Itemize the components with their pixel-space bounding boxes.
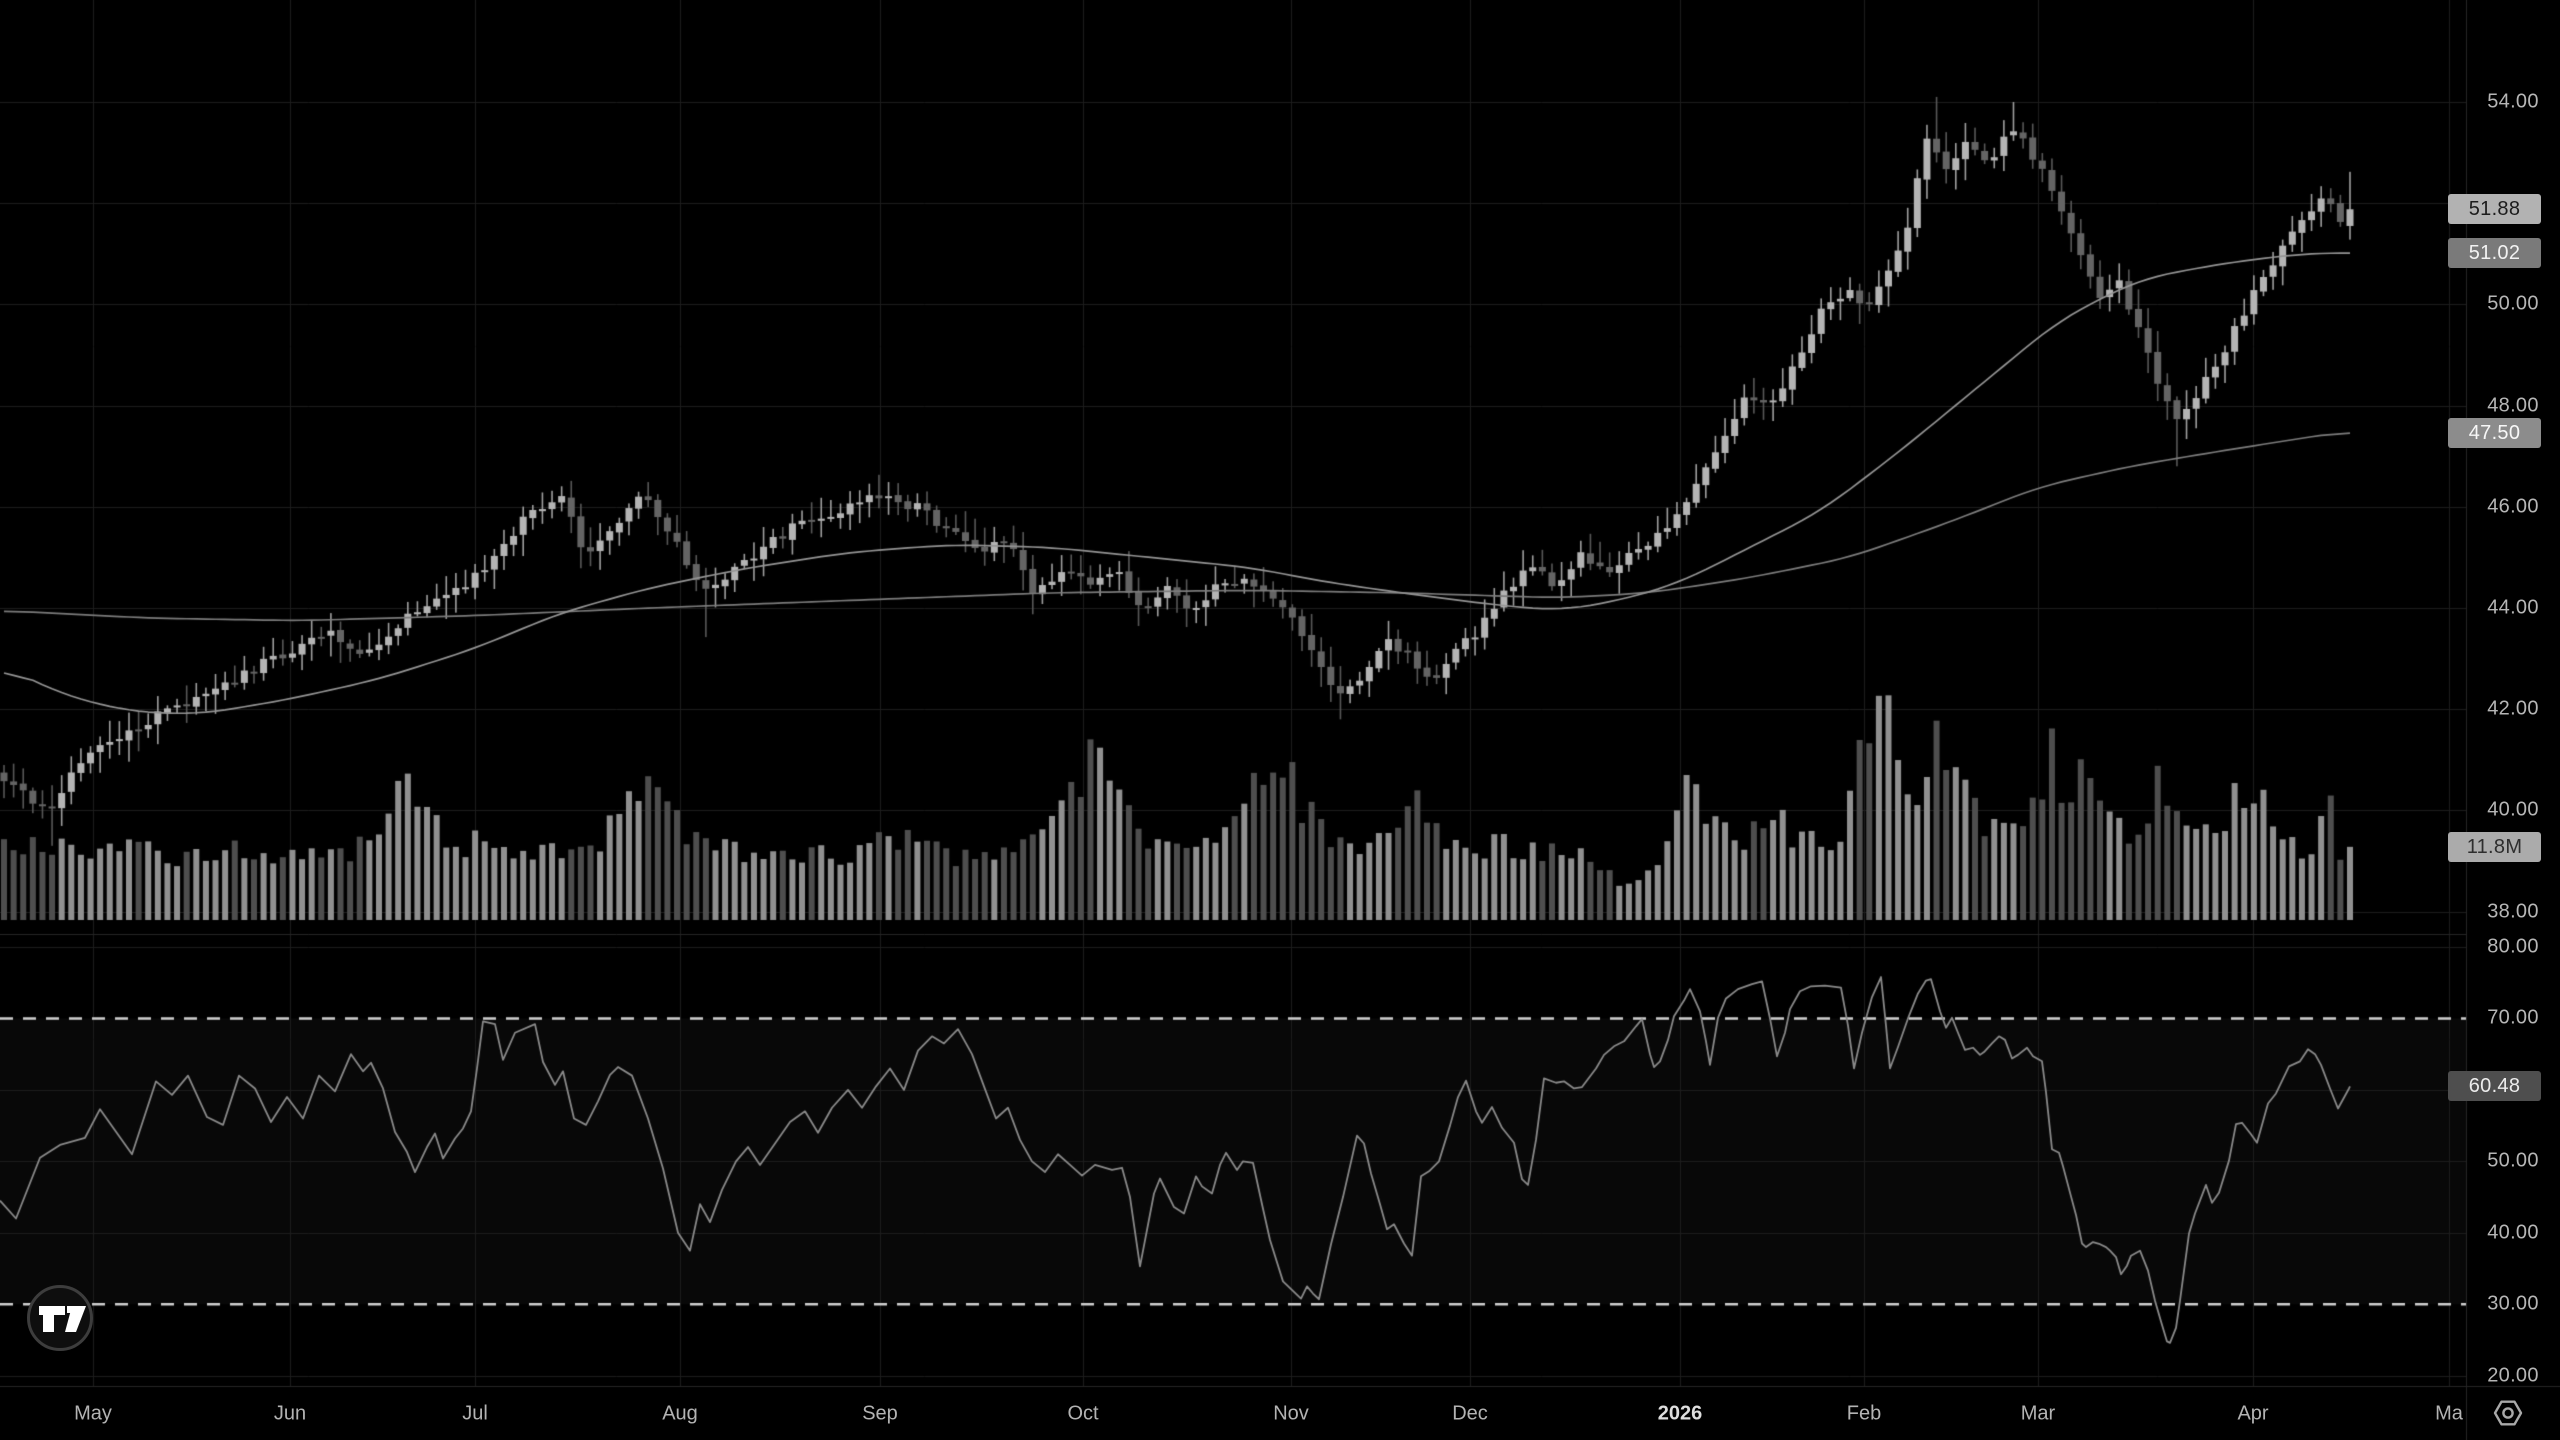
price-tick-label: 40.00 [2487,798,2539,821]
price-tick-label: 46.00 [2487,495,2539,518]
rsi-tick-label: 40.00 [2487,1221,2539,1244]
volume-value-label: 11.8M [2448,831,2541,862]
ma-fast-value-label: 51.02 [2448,238,2541,269]
time-axis-label: Mar [2020,1402,2056,1424]
time-axis-label: Apr [2237,1402,2269,1424]
timezone-settings-button[interactable] [2488,1393,2528,1433]
price-tick-label: 48.00 [2487,394,2539,417]
price-tick-label: 42.00 [2487,697,2539,720]
rsi-tick-label: 50.00 [2487,1149,2539,1172]
time-axis-label: Jul [462,1402,488,1424]
price-axis[interactable]: 51.88 51.02 47.50 11.8M 60.48 54.00 50.00… [2448,0,2560,1387]
tradingview-logo [39,1306,86,1332]
rsi-tick-label: 20.00 [2487,1364,2539,1387]
time-axis-label: Oct [1067,1402,1099,1424]
time-axis-label: Jun [273,1402,307,1424]
time-axis-label: Dec [1452,1402,1488,1424]
time-axis-label: Sep [862,1402,898,1424]
tradingview-logo-button[interactable] [27,1285,93,1351]
rsi-value-label: 60.48 [2448,1071,2541,1102]
time-axis-label: Ma [2435,1402,2463,1424]
hexagon-gear-icon [2493,1400,2523,1426]
time-axis-label: May [74,1402,112,1424]
time-axis-label: Aug [662,1402,698,1424]
ma-slow-value-label: 47.50 [2448,418,2541,449]
rsi-tick-label: 70.00 [2487,1006,2539,1029]
rsi-tick-label: 30.00 [2487,1292,2539,1315]
time-axis-label: Feb [1846,1402,1882,1424]
price-tick-label: 50.00 [2487,292,2539,315]
rsi-tick-label: 80.00 [2487,935,2539,958]
time-axis-label: Nov [1273,1402,1309,1424]
last-price-label: 51.88 [2448,194,2541,225]
time-axis-label: 2026 [1657,1402,1703,1424]
price-tick-label: 54.00 [2487,90,2539,113]
time-axis[interactable]: May Jun Jul Aug Sep Oct Nov Dec 2026 Feb Mar Apr Ma [0,1387,2560,1440]
price-tick-label: 38.00 [2487,900,2539,923]
price-tick-label: 44.00 [2487,596,2539,619]
